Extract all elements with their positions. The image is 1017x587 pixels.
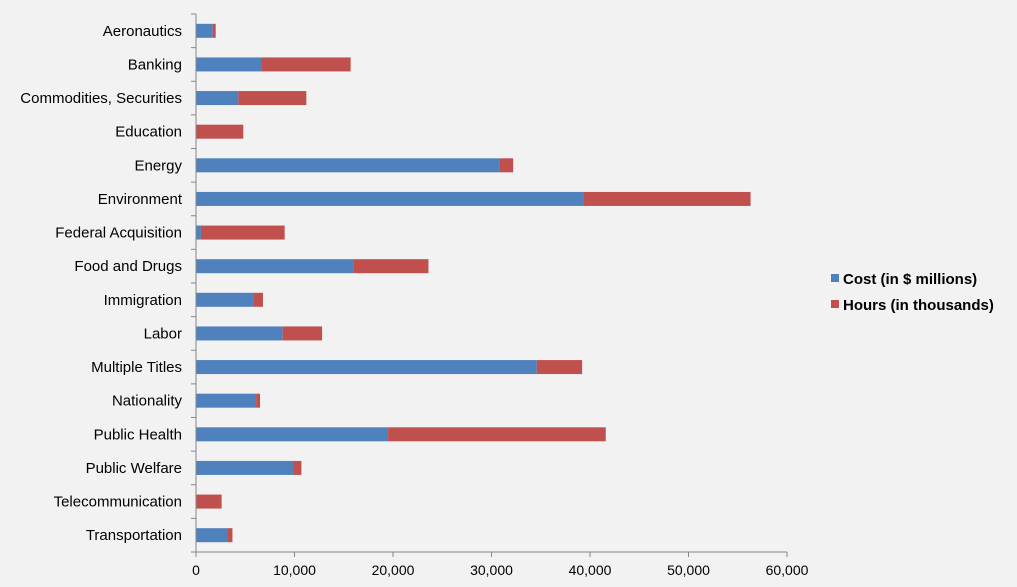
bar-hours-energy <box>499 158 514 173</box>
category-label-federal-acquisition: Federal Acquisition <box>55 225 182 242</box>
bar-cost-aeronautics <box>196 23 213 38</box>
x-axis-ticks: 0 10,000 20,000 30,000 40,000 50,000 60,000 <box>192 552 809 578</box>
category-label-education: Education <box>115 124 182 141</box>
bar-hours-banking <box>261 57 351 72</box>
category-label-immigration: Immigration <box>104 292 182 309</box>
bar-hours-environment <box>583 191 751 206</box>
bar-hours-nationality <box>256 393 261 408</box>
legend-label-cost: Cost (in $ millions) <box>843 271 977 288</box>
legend-swatch-cost <box>831 274 839 282</box>
category-label-transportation: Transportation <box>86 527 182 544</box>
bar-hours-telecommunication <box>196 494 222 509</box>
bars-group <box>196 23 751 543</box>
bar-cost-food-and-drugs <box>196 259 354 274</box>
category-label-telecommunication: Telecommunication <box>54 494 182 511</box>
x-tick-label: 40,000 <box>569 562 612 578</box>
bar-cost-federal-acquisition <box>196 225 201 240</box>
category-label-multiple-titles: Multiple Titles <box>91 359 182 376</box>
bar-hours-public-health <box>388 427 606 442</box>
bar-hours-public-welfare <box>293 460 302 475</box>
category-label-aeronautics: Aeronautics <box>103 23 182 40</box>
legend-swatch-hours <box>831 300 839 308</box>
x-tick-label: 30,000 <box>470 562 513 578</box>
x-tick-label: 50,000 <box>667 562 710 578</box>
bar-hours-immigration <box>253 292 263 307</box>
x-tick-label: 10,000 <box>273 562 316 578</box>
legend: Cost (in $ millions) Hours (in thousands… <box>831 271 994 314</box>
bar-cost-environment <box>196 191 584 206</box>
bar-cost-multiple-titles <box>196 360 537 375</box>
bar-hours-transportation <box>227 528 233 543</box>
x-tick-label: 0 <box>192 562 200 578</box>
category-label-public-welfare: Public Welfare <box>86 460 182 477</box>
category-label-banking: Banking <box>128 56 182 73</box>
bar-cost-energy <box>196 158 500 173</box>
bar-cost-public-welfare <box>196 460 294 475</box>
bar-cost-immigration <box>196 292 254 307</box>
category-labels: Aeronautics Banking Commodities, Securitie… <box>20 13 196 553</box>
bar-hours-commodities-securities <box>238 91 307 106</box>
category-label-public-health: Public Health <box>94 426 182 443</box>
bar-cost-commodities-securities <box>196 91 239 106</box>
legend-label-hours: Hours (in thousands) <box>843 297 994 314</box>
bar-cost-banking <box>196 57 262 72</box>
x-tick-label: 20,000 <box>372 562 415 578</box>
bar-cost-nationality <box>196 393 257 408</box>
category-label-environment: Environment <box>98 191 183 208</box>
category-label-nationality: Nationality <box>112 393 183 410</box>
bar-hours-multiple-titles <box>536 360 583 375</box>
bar-hours-education <box>196 124 244 139</box>
x-tick-label: 60,000 <box>766 562 809 578</box>
bar-hours-labor <box>282 326 323 341</box>
bar-cost-public-health <box>196 427 389 442</box>
bar-hours-food-and-drugs <box>353 259 429 274</box>
category-label-energy: Energy <box>134 157 182 174</box>
bar-hours-aeronautics <box>212 23 216 38</box>
bar-cost-transportation <box>196 528 228 543</box>
bar-hours-federal-acquisition <box>200 225 285 240</box>
category-label-commodities-securities: Commodities, Securities <box>20 90 182 107</box>
category-label-labor: Labor <box>144 325 182 342</box>
bar-cost-labor <box>196 326 283 341</box>
category-label-food-and-drugs: Food and Drugs <box>74 258 182 275</box>
